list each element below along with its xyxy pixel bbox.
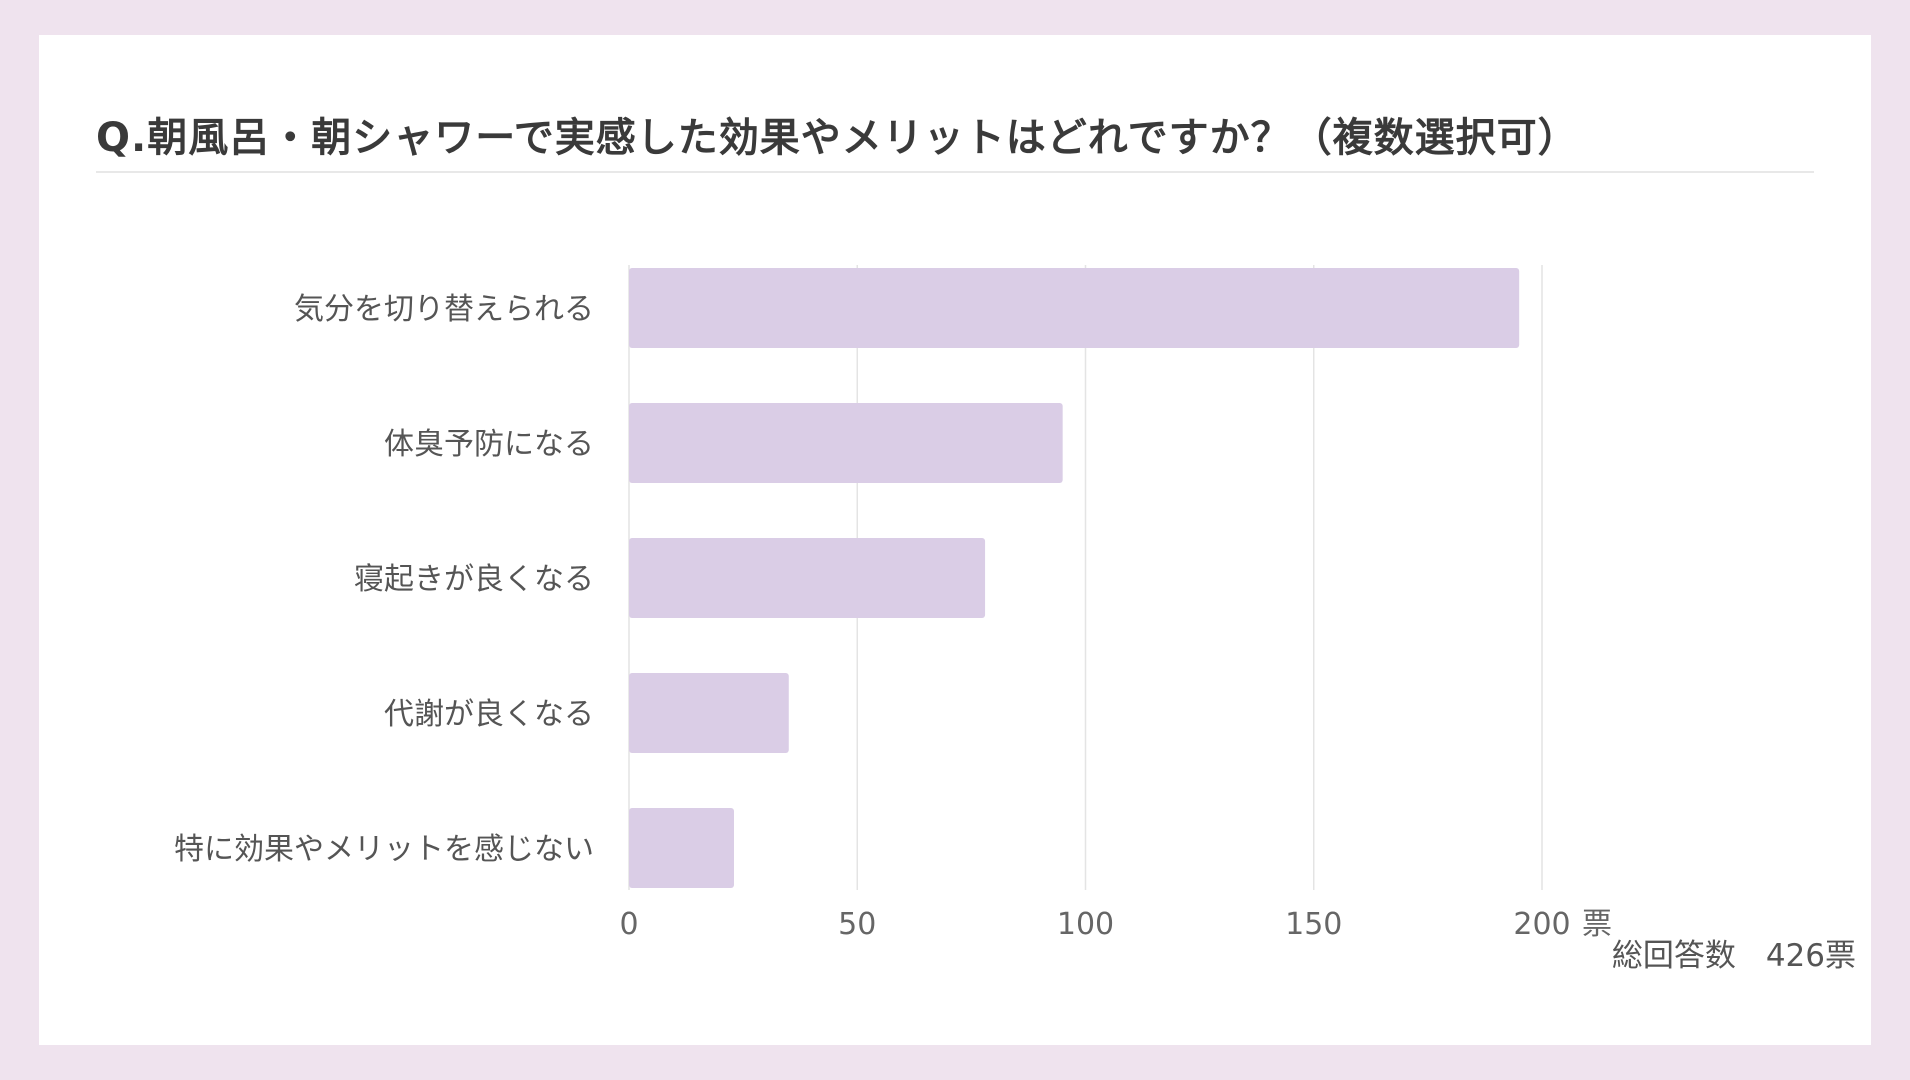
total-label: 総回答数 (1611, 938, 1736, 974)
bar (629, 538, 986, 618)
category-label: 代謝が良くなる (384, 697, 594, 732)
x-tick-label: 100 (1057, 907, 1114, 942)
bar (629, 403, 1063, 483)
bar (629, 673, 789, 753)
bars (629, 268, 1520, 888)
category-label: 気分を切り替えられる (294, 292, 594, 327)
category-labels: 気分を切り替えられる体臭予防になる寝起きが良くなる代謝が良くなる特に効果やメリッ… (174, 292, 594, 867)
chart-title: Q.朝風呂・朝シャワーで実感した効果やメリットはどれですか？（複数選択可） (96, 115, 1579, 161)
x-tick-label: 0 (619, 907, 638, 942)
x-tick-label: 200 (1513, 907, 1570, 942)
category-label: 特に効果やメリットを感じない (174, 832, 594, 867)
bar (629, 808, 734, 888)
total-value: 426票 (1765, 938, 1856, 974)
x-axis-unit: 票 (1582, 907, 1612, 942)
total-responses: 総回答数 426票 (1612, 930, 1856, 975)
x-tick-label: 150 (1285, 907, 1342, 942)
title-divider (96, 171, 1814, 173)
bar (629, 268, 1520, 348)
x-axis-ticks: 0 50 100 150 200 票 (619, 907, 1612, 942)
x-tick-label: 50 (838, 907, 876, 942)
category-label: 体臭予防になる (384, 427, 594, 462)
category-label: 寝起きが良くなる (354, 562, 594, 597)
